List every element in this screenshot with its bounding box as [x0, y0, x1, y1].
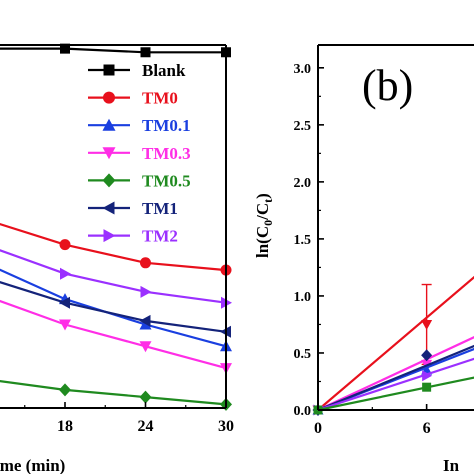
- series-line: [0, 379, 227, 406]
- legend-item: TM0.3: [88, 144, 191, 163]
- panel-b: 0.0 0.5 1.0 1.5 2.0 2.5 3.0 0 6 (b) ln(C0/Ct) In: [253, 44, 474, 474]
- y-tick-label: 1.5: [294, 233, 312, 248]
- legend-item: TM0.5: [88, 171, 191, 190]
- panel-b-label: (b): [362, 61, 413, 110]
- fit-line: [317, 357, 474, 412]
- data-point: [59, 239, 71, 251]
- data-point: [422, 370, 433, 382]
- legend-label: TM0.1: [142, 116, 191, 135]
- data-point: [422, 382, 432, 392]
- series-line: [0, 222, 227, 272]
- series-line: [0, 268, 227, 348]
- legend-label: TM1: [142, 199, 178, 218]
- legend-marker: [103, 229, 116, 243]
- fit-line: [317, 344, 474, 412]
- data-point: [59, 383, 71, 397]
- data-point: [60, 43, 70, 54]
- legend-marker: [103, 64, 115, 76]
- legend-label: TM0.3: [142, 144, 191, 163]
- fit-line: [317, 376, 474, 412]
- data-point: [139, 341, 152, 353]
- y-tick-label: 1.0: [294, 290, 312, 305]
- data-point: [140, 47, 151, 58]
- y-tick-label: 2.0: [294, 176, 312, 191]
- series-line: [0, 47, 226, 54]
- legend-label: Blank: [142, 61, 186, 80]
- fit-line: [317, 275, 474, 411]
- data-point: [140, 257, 151, 269]
- legend-marker: [102, 118, 116, 131]
- legend-marker: [102, 147, 116, 160]
- panel-b-x-axis-label: In: [443, 456, 460, 474]
- panel-a-series: [0, 43, 232, 411]
- y-tick-label: 3.0: [294, 62, 312, 77]
- legend-item: TM0: [88, 89, 178, 108]
- x-tick-label: 30: [218, 418, 234, 435]
- data-point: [139, 314, 151, 327]
- legend-item: TM2: [88, 227, 178, 246]
- panel-a-axes: 18 24 30: [0, 44, 234, 435]
- series-line: [0, 299, 227, 370]
- panel-b-y-axis-label: ln(C0/Ct): [253, 193, 275, 258]
- series-line: [0, 281, 227, 333]
- legend-item: TM1: [88, 199, 178, 218]
- panel-b-axes: 0.0 0.5 1.0 1.5 2.0 2.5 3.0 0 6: [294, 44, 474, 437]
- y-tick-label: 2.5: [294, 119, 312, 134]
- legend-label: TM0.5: [142, 171, 191, 190]
- series-tm0: [0, 222, 232, 276]
- data-point: [421, 349, 433, 362]
- fit-series-0: [312, 275, 474, 416]
- legend-label: TM0: [142, 89, 178, 108]
- fit-line: [317, 336, 474, 411]
- series-blank: [0, 43, 231, 58]
- x-tick-label: 24: [138, 418, 154, 435]
- y-tick-label: 0.5: [294, 347, 312, 362]
- x-tick-label: 18: [57, 418, 73, 435]
- panel-a-legend: Blank TM0 TM0.1 TM0.3 TM0.5 TM1 TM2: [88, 61, 191, 246]
- panel-a-x-axis-label: ime (min): [0, 456, 65, 474]
- data-point: [59, 296, 70, 309]
- data-point: [421, 319, 433, 330]
- legend-marker: [103, 91, 115, 104]
- panel-b-series: [312, 275, 474, 416]
- legend-item: TM0.1: [88, 116, 191, 135]
- data-point: [139, 390, 152, 404]
- data-point: [60, 267, 71, 280]
- legend-label: TM2: [142, 227, 178, 246]
- x-tick-label: 0: [314, 420, 322, 437]
- legend-marker: [102, 201, 115, 215]
- legend-marker: [102, 173, 116, 188]
- data-point: [140, 285, 152, 298]
- panel-a: Blank TM0 TM0.1 TM0.3 TM0.5 TM1 TM2 18 24 30 ime…: [0, 43, 234, 474]
- data-point: [59, 319, 71, 331]
- x-tick-label: 6: [423, 420, 431, 437]
- y-tick-label: 0.0: [294, 404, 312, 419]
- series-tm0-5: [0, 379, 232, 411]
- legend-item: Blank: [88, 61, 186, 80]
